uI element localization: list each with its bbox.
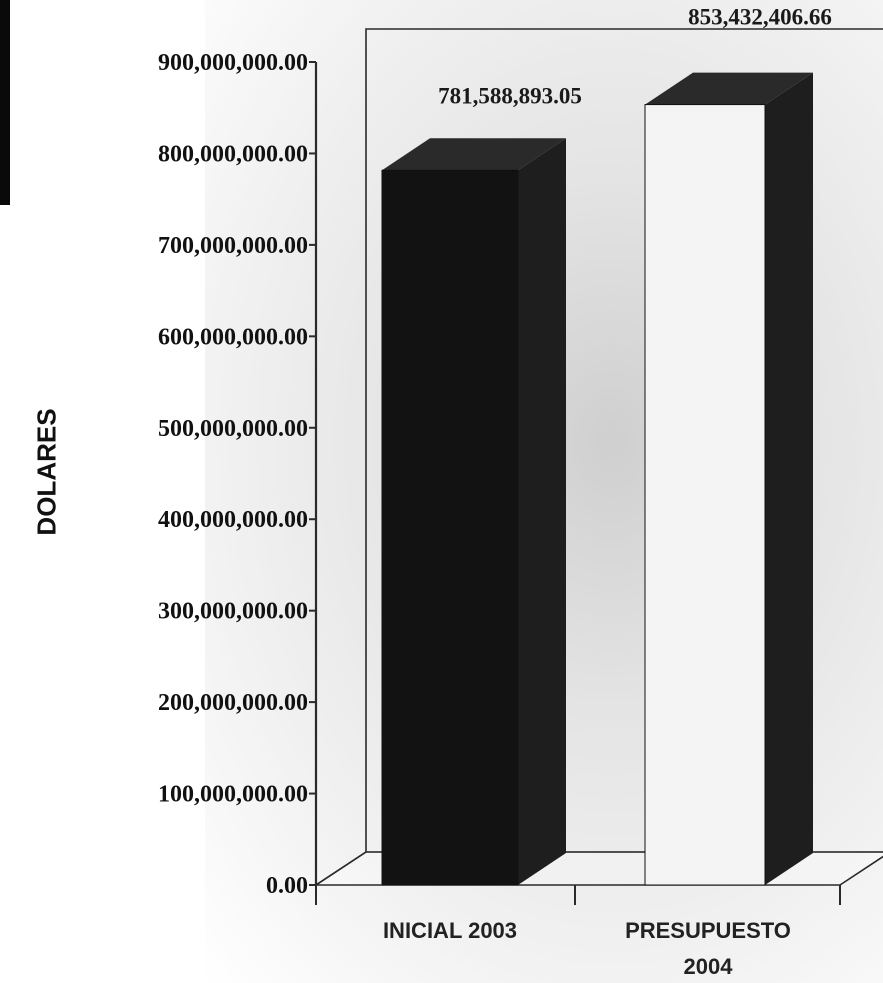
data-label-1: 781,588,893.05 <box>438 83 582 108</box>
y-tick-label-9: 900,000,000.00 <box>158 50 308 76</box>
bar-side-2 <box>765 72 813 885</box>
y-tick-label-3: 300,000,000.00 <box>158 599 308 625</box>
y-tick-label-6: 600,000,000.00 <box>158 324 308 350</box>
y-tick-label-7: 700,000,000.00 <box>158 233 308 259</box>
left-edge-bar <box>0 0 10 205</box>
bar-2 <box>644 104 766 886</box>
x-category-label-1: INICIAL 2003 <box>383 918 517 943</box>
y-tick-label-2: 200,000,000.00 <box>158 690 308 716</box>
y-tick-label-8: 800,000,000.00 <box>158 141 308 167</box>
bar-top-1 <box>382 138 566 171</box>
data-label-2: 853,432,406.66 <box>688 5 832 30</box>
y-tick-label-4: 400,000,000.00 <box>158 507 308 533</box>
x-category-label-2: PRESUPUESTO 2004 <box>625 918 791 979</box>
y-tick-label-5: 500,000,000.00 <box>158 416 308 442</box>
back-wall-frame <box>365 28 883 852</box>
y-tick-label-1: 100,000,000.00 <box>158 782 308 808</box>
bar-1 <box>381 169 519 886</box>
y-tick-label-0: 0.00 <box>266 873 308 899</box>
bar-side-1 <box>518 138 566 885</box>
bar-top-2 <box>645 72 813 105</box>
floor-depth-edge <box>315 851 367 886</box>
